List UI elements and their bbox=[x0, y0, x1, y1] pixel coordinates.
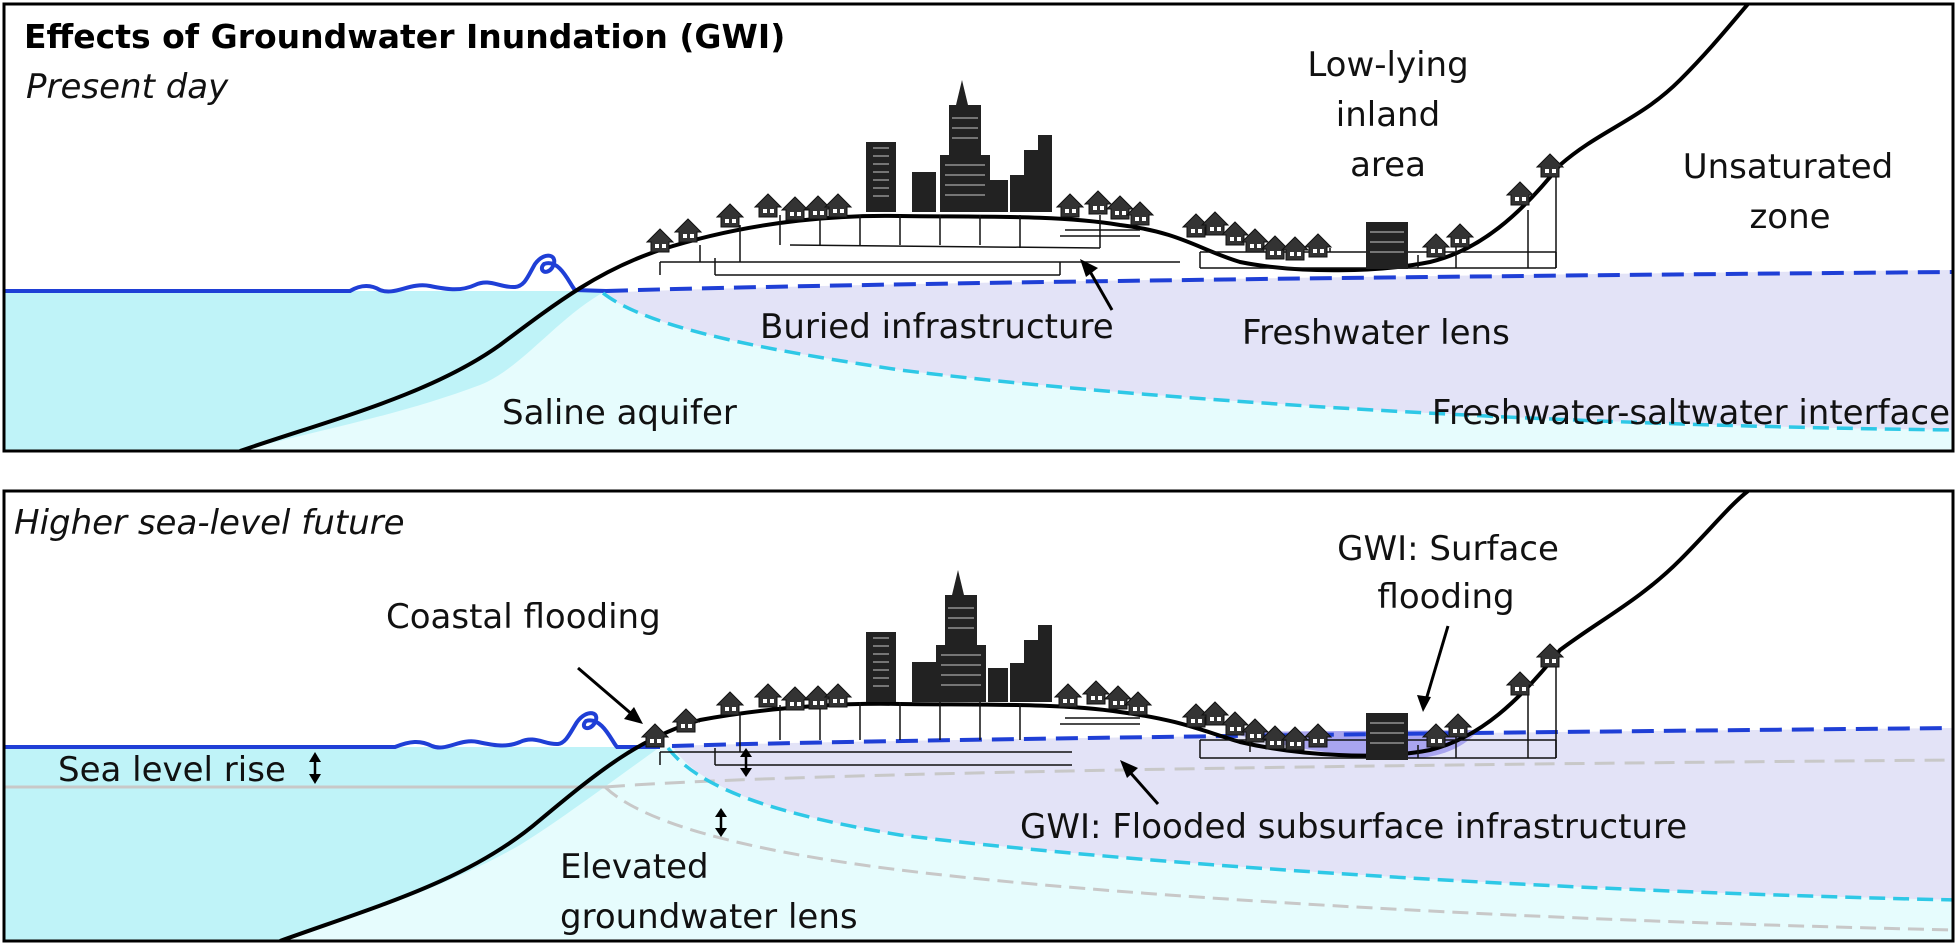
unsaturated-zone-label-line1: Unsaturated bbox=[1683, 147, 1894, 187]
present-day-subtitle: Present day bbox=[26, 67, 229, 107]
houses bbox=[873, 118, 1404, 252]
unsaturated-zone-label-line2: zone bbox=[1749, 197, 1830, 237]
coastal-flooding-label: Coastal flooding bbox=[386, 597, 661, 637]
sea-surface-line-future bbox=[4, 713, 660, 747]
buried-infrastructure-label: Buried infrastructure bbox=[760, 307, 1114, 347]
low-lying-label-line2: inland bbox=[1336, 95, 1440, 135]
panel-present-day: Effects of Groundwater Inundation (GWI) … bbox=[4, 4, 1956, 451]
surface-flooding-arrow bbox=[1417, 626, 1448, 712]
city-skyline bbox=[866, 80, 1408, 269]
surface-flooding-label-line1: GWI: Surface bbox=[1337, 529, 1559, 569]
surface-flooding-label-line2: flooding bbox=[1377, 577, 1514, 617]
interface-label: Freshwater-saltwater interface bbox=[1432, 393, 1950, 433]
panel-future: Higher sea-level future Coastal flooding… bbox=[4, 491, 1956, 941]
elevated-lens-label-line1: Elevated bbox=[560, 847, 709, 887]
flooded-subsurface-label: GWI: Flooded subsurface infrastructure bbox=[1020, 807, 1687, 847]
elevated-lens-label-line2: groundwater lens bbox=[560, 897, 858, 937]
future-subtitle: Higher sea-level future bbox=[14, 503, 405, 543]
low-lying-label-line1: Low-lying bbox=[1307, 45, 1468, 85]
sea-level-rise-label: Sea level rise bbox=[58, 750, 286, 790]
saline-aquifer-label: Saline aquifer bbox=[502, 393, 737, 433]
freshwater-lens-label: Freshwater lens bbox=[1242, 313, 1510, 353]
diagram-title: Effects of Groundwater Inundation (GWI) bbox=[24, 17, 785, 56]
low-lying-label-line3: area bbox=[1350, 145, 1426, 185]
sea-surface-line bbox=[4, 256, 606, 292]
